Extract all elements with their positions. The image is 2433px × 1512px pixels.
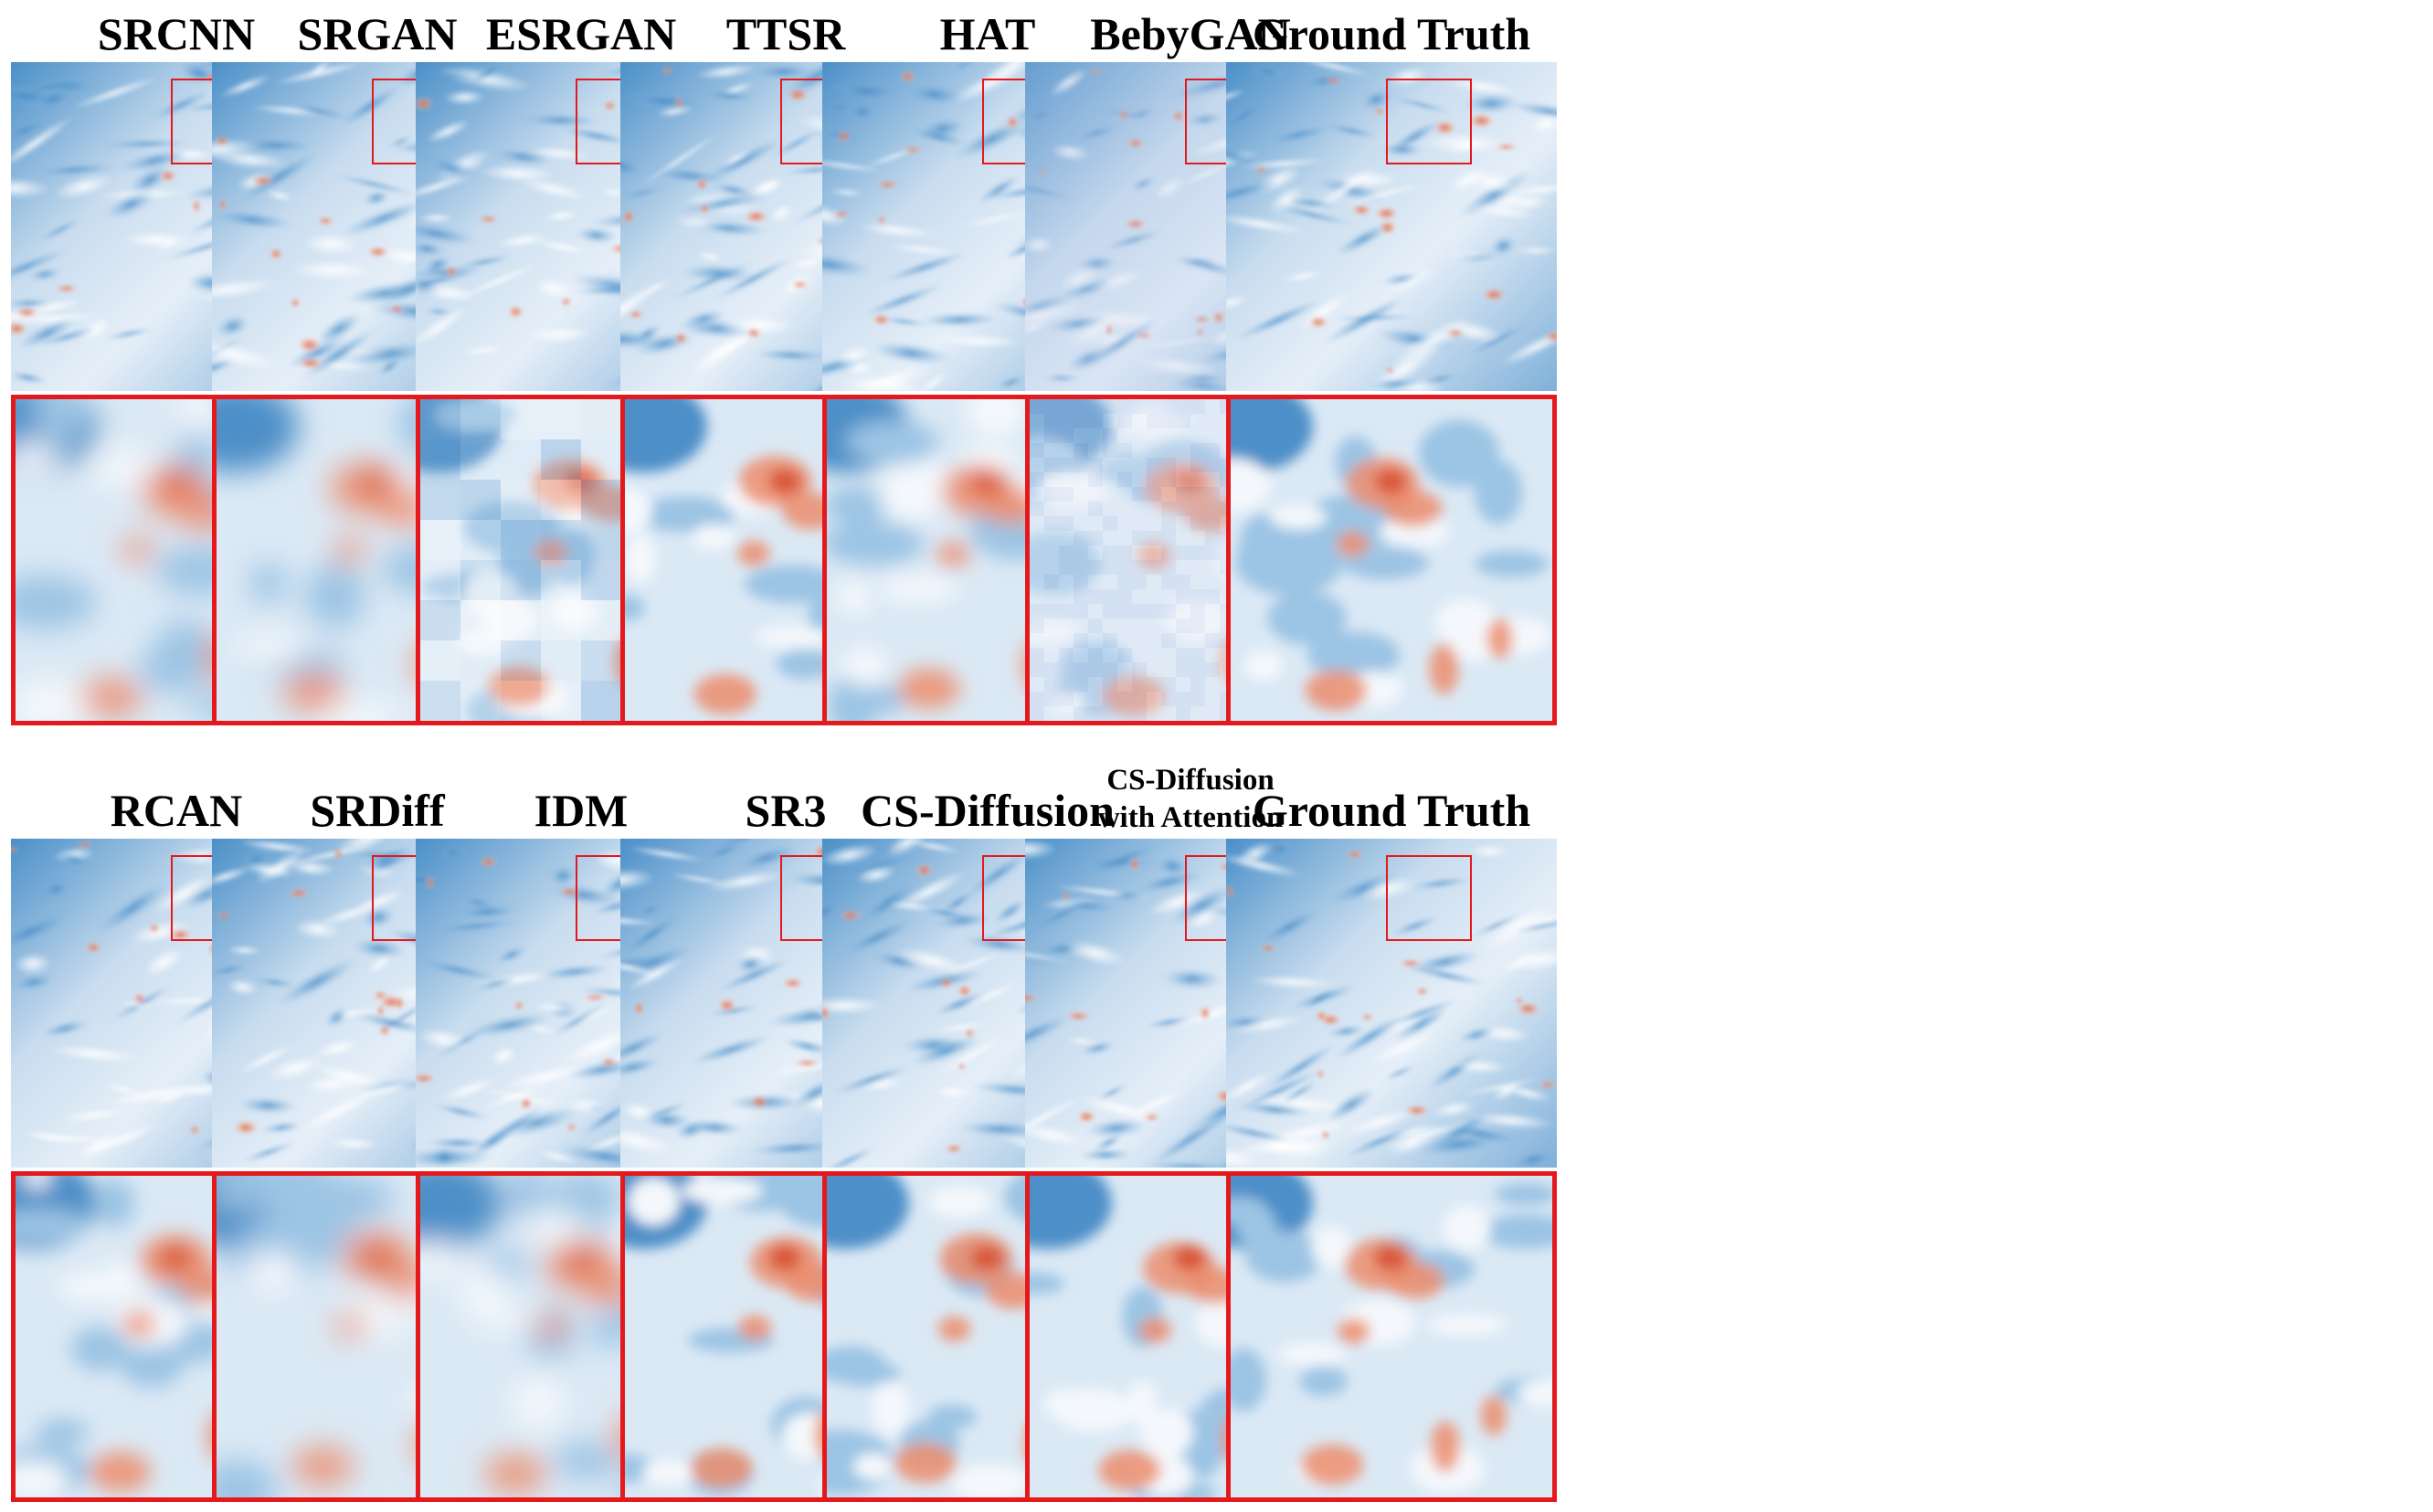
panel-label: RCAN <box>110 785 243 836</box>
roi-box <box>1386 79 1472 164</box>
panel-label-line1: CS-Diffusion <box>1106 764 1275 797</box>
panel-label: IDM <box>534 785 629 836</box>
panel-label: BebyGAN <box>1090 8 1291 59</box>
zoom-inset <box>1226 395 1557 725</box>
panel-label: SRCNN <box>97 8 256 59</box>
panel-label-line2: with Attention <box>1097 801 1284 835</box>
panel-label: CS-Diffusion <box>861 785 1115 836</box>
figure-row-top: SRCNN SRGAN ESRGAN TTSR HAT BebyGAN Ground Tru… <box>11 0 2423 749</box>
panel-ground-truth: Ground Truth <box>1226 0 1557 749</box>
panel-label: Ground Truth <box>1252 785 1531 836</box>
panel-label: Ground Truth <box>1252 8 1531 59</box>
panel-label: CS-Diffusion with Attention <box>1025 762 1356 838</box>
panel-label: SRDiff <box>310 785 445 836</box>
roi-box <box>1386 855 1472 941</box>
panel-label: SR3 <box>745 785 827 836</box>
zoom-inset <box>1226 1171 1557 1502</box>
panel-label: TTSR <box>725 8 846 59</box>
panel-ground-truth: Ground Truth <box>1226 758 1557 1507</box>
figure-grid: SRCNN SRGAN ESRGAN TTSR HAT BebyGAN Ground Tru… <box>11 0 2423 1512</box>
panel-label: SRGAN <box>297 8 458 59</box>
panel-label: HAT <box>939 8 1036 59</box>
panel-label: ESRGAN <box>485 8 677 59</box>
terrain-map <box>1226 62 1557 391</box>
terrain-map <box>1226 839 1557 1168</box>
figure-row-bottom: RCAN SRDiff IDM SR3 CS-Diffusion CS-Diffusion… <box>11 758 2423 1507</box>
